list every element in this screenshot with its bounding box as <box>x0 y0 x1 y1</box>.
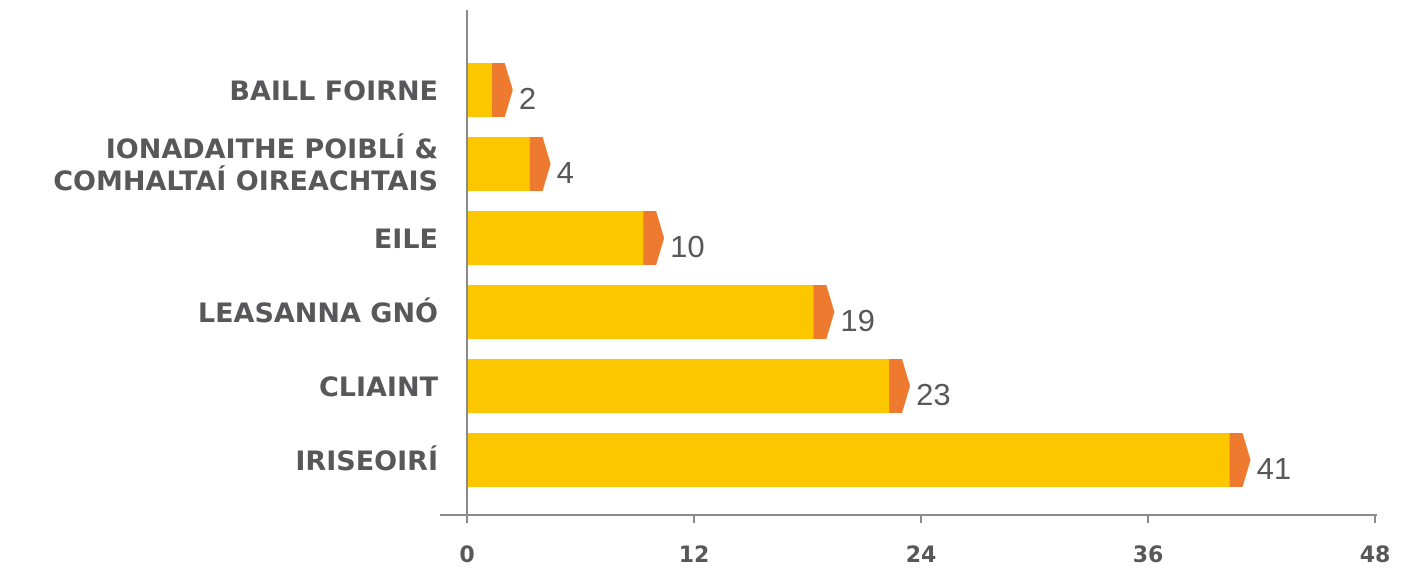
bar <box>467 211 644 265</box>
x-tick-label: 48 <box>1360 543 1391 568</box>
axes-layer <box>440 10 1377 523</box>
bar-tip <box>889 359 911 413</box>
category-label: EILE <box>374 224 438 255</box>
value-label: 41 <box>1257 451 1291 486</box>
category-label: IONADAITHE POIBLÍ & COMHALTAÍ OIREACHTAIS <box>53 133 438 197</box>
bar <box>467 285 814 339</box>
bar <box>467 433 1230 487</box>
tick-labels-layer: 0 12 24 36 48 <box>459 543 1390 568</box>
x-tick-label: 12 <box>679 543 710 568</box>
category-labels-layer: BAILL FOIRNE IONADAITHE POIBLÍ & COMHALTAÍ… <box>53 76 438 477</box>
bar-tip <box>529 137 551 191</box>
category-label: BAILL FOIRNE <box>229 76 438 107</box>
bar-tip <box>1229 433 1251 487</box>
bars-layer <box>467 63 1251 487</box>
value-label: 4 <box>557 155 574 190</box>
value-label: 10 <box>670 229 704 264</box>
x-tick-label: 0 <box>459 543 474 568</box>
bar <box>467 137 530 191</box>
x-tick-label: 36 <box>1133 543 1164 568</box>
category-label: CLIAINT <box>319 372 439 403</box>
category-label: LEASANNA GNÓ <box>198 297 438 329</box>
bar-tip <box>643 211 665 265</box>
value-label: 23 <box>916 377 950 412</box>
category-label: IRISEOIRÍ <box>295 445 438 477</box>
x-tick-label: 24 <box>906 543 937 568</box>
value-labels-layer: 2 4 10 19 23 41 <box>519 81 1291 486</box>
bar-tip <box>491 63 513 117</box>
bar-tip <box>813 285 835 339</box>
value-label: 2 <box>519 81 536 116</box>
bar <box>467 359 890 413</box>
bar <box>467 63 492 117</box>
value-label: 19 <box>840 303 874 338</box>
